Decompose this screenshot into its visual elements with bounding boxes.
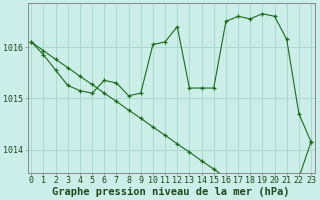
X-axis label: Graphe pression niveau de la mer (hPa): Graphe pression niveau de la mer (hPa) [52, 186, 290, 197]
